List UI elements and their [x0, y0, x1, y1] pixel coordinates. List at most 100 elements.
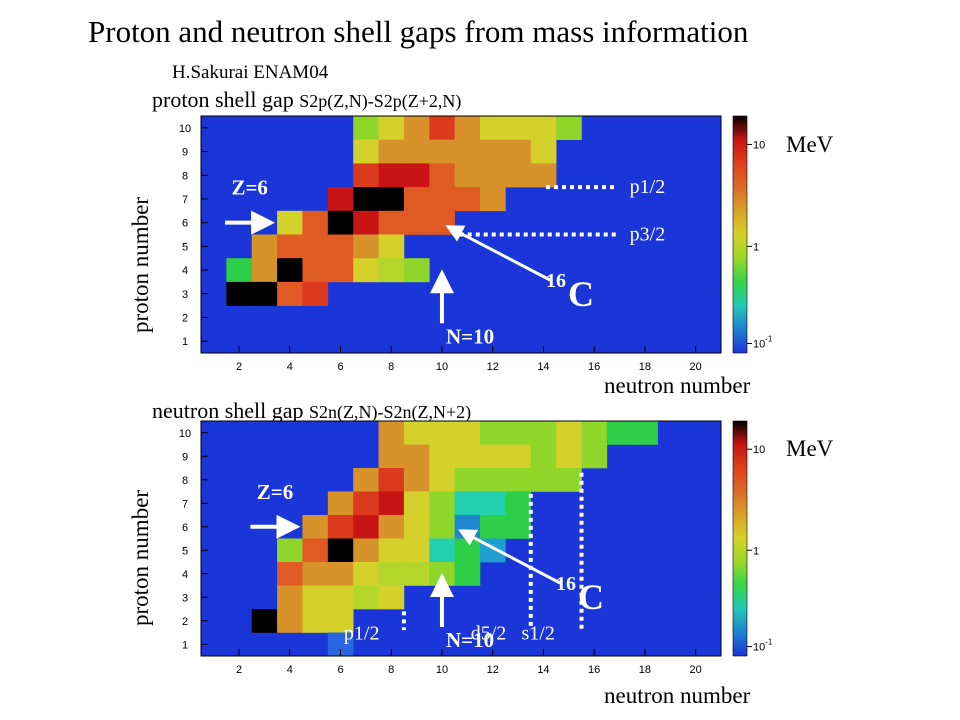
top-heatmap-cell [251, 258, 278, 283]
bottom-heatmap-cell [378, 538, 405, 563]
credit-text: H.Sakurai ENAM04 [172, 62, 329, 83]
bottom-heatmap-cell [403, 491, 430, 516]
bottom-heatmap-cell [353, 515, 379, 539]
bottom-heatmap-cell [302, 609, 329, 633]
bottom-heatmap-cell [454, 491, 481, 516]
top-x-tick-label: 6 [337, 361, 343, 373]
top-x-tick-label: 8 [388, 361, 394, 373]
bottom-c16-arrow [458, 529, 561, 585]
top-heatmap-cell [302, 258, 329, 283]
bottom-colorbar-tick-label: 1 [753, 545, 759, 557]
top-panel-title: proton shell gap S2p(Z,N)-S2p(Z+2,N) [152, 87, 461, 113]
bottom-colorbar-tick-label: 10-1 [753, 638, 773, 654]
top-x-tick-label: 10 [436, 361, 448, 373]
top-y-tick-label: 10 [179, 123, 191, 135]
top-heatmap-cell [403, 116, 430, 140]
top-heatmap-cell [454, 139, 481, 164]
bottom-heatmap-cell [378, 444, 405, 469]
bottom-y-tick-label: 1 [182, 639, 188, 651]
bottom-s1-2-label: s1/2 [521, 623, 554, 645]
bottom-heatmap-cell [505, 421, 532, 445]
top-y-tick-label: 8 [182, 170, 188, 182]
bottom-heatmap-cell [429, 468, 455, 492]
bottom-heatmap-cell [454, 421, 481, 445]
bottom-x-tick-label: 14 [537, 664, 549, 676]
bottom-heatmap-cell [378, 491, 405, 516]
bottom-heatmap-cell [353, 585, 379, 610]
top-y-tick-label: 4 [182, 265, 188, 277]
bottom-heatmap-cell [480, 491, 506, 516]
bottom-heatmap-cell [505, 515, 532, 539]
top-n10-label: N=10 [446, 324, 494, 348]
top-heatmap-cell [378, 234, 405, 259]
top-heatmap-cell [454, 116, 481, 140]
bottom-heatmap-cell [277, 538, 303, 563]
bottom-heatmap-cell [353, 468, 379, 492]
top-heatmap-cell [302, 210, 329, 235]
bottom-y-tick-label: 7 [182, 498, 188, 510]
bottom-heatmap-cell [327, 609, 354, 633]
top-heatmap-cell [327, 234, 354, 259]
top-y-tick-label: 3 [182, 289, 188, 301]
bottom-y-tick-label: 10 [179, 428, 191, 440]
top-heatmap-cell [378, 210, 405, 235]
bottom-y-tick-label: 8 [182, 475, 188, 487]
bottom-heatmap-cell [353, 562, 379, 586]
top-heatmap-cell [505, 163, 532, 188]
bottom-heatmap-cell [302, 515, 329, 539]
top-heatmap-cell [353, 210, 379, 235]
top-heatmap-cell [530, 163, 557, 188]
top-heatmap-cell [505, 116, 532, 140]
bottom-heatmap-cell [403, 538, 430, 563]
top-heatmap-cell [378, 258, 405, 283]
bottom-heatmap-cell [378, 515, 405, 539]
bottom-heatmap-cell [606, 421, 633, 445]
slide-title: Proton and neutron shell gaps from mass … [88, 14, 749, 49]
bottom-panel-title: neutron shell gap S2n(Z,N)-S2n(Z,N+2) [152, 398, 471, 424]
top-c16-arrow [445, 225, 551, 282]
bottom-c16-mass-number: 16 [556, 573, 576, 595]
top-heatmap-cell [277, 234, 303, 259]
bottom-z6-label: Z=6 [257, 480, 293, 504]
top-heatmap-cell [454, 187, 481, 212]
bottom-heatmap-cell [277, 562, 303, 586]
top-colorbar-tick-label: 1 [753, 241, 759, 253]
top-heatmap-cell [251, 234, 278, 259]
top-heatmap-cell [251, 281, 278, 306]
bottom-heatmap-cell [429, 515, 455, 539]
top-heatmap-cell [403, 139, 430, 164]
top-heatmap-cell [454, 163, 481, 188]
bottom-heatmap-cell [327, 632, 354, 657]
bottom-heatmap-cell [277, 609, 303, 633]
bottom-heatmap-cell [353, 538, 379, 563]
bottom-heatmap-cell [378, 468, 405, 492]
bottom-heatmap-cell [632, 421, 658, 445]
top-heatmap-cell [429, 163, 455, 188]
bottom-heatmap-cell [403, 468, 430, 492]
bottom-heatmap-cell [454, 538, 481, 563]
bottom-d5-2-label: d5/2 [471, 623, 507, 645]
bottom-heatmap-cell [429, 491, 455, 516]
bottom-heatmap-cell [327, 515, 354, 539]
bottom-y-tick-label: 3 [182, 592, 188, 604]
top-heatmap-cell [353, 116, 379, 140]
top-heatmap-cell [378, 116, 405, 140]
top-x-tick-label: 18 [639, 361, 651, 373]
top-heatmap-cell [530, 116, 557, 140]
top-heatmap-cell [353, 163, 379, 188]
bottom-heatmap-cell [480, 421, 506, 445]
top-panel-title-text: proton shell gap [152, 87, 294, 112]
bottom-heatmap-cell [581, 421, 608, 445]
bottom-y-tick-label: 6 [182, 522, 188, 534]
top-heatmap-cell [327, 210, 354, 235]
top-colorbar-tick-label: 10 [753, 139, 765, 151]
bottom-heatmap-cell [530, 444, 557, 469]
bottom-heatmap-cell [429, 444, 455, 469]
bottom-x-tick-label: 8 [388, 664, 394, 676]
top-heatmap-cell [226, 258, 253, 283]
top-x-tick-label: 20 [690, 361, 702, 373]
top-colorbar-unit: MeV [786, 132, 834, 157]
bottom-heatmap-cell [556, 421, 582, 445]
top-heatmap-cell [480, 187, 506, 212]
